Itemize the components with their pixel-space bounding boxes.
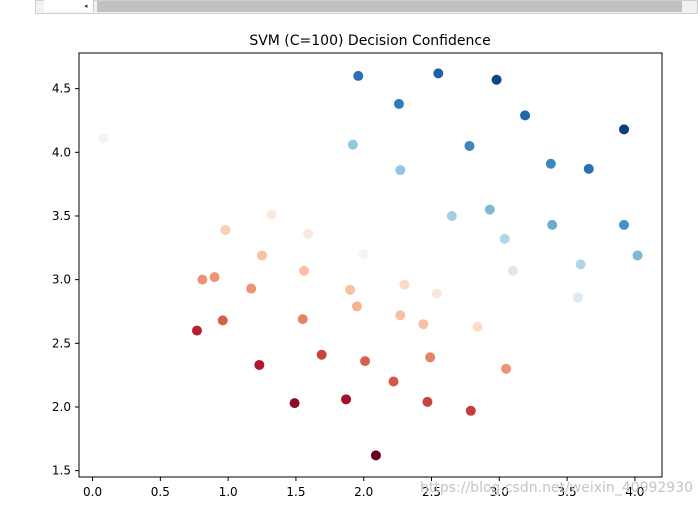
scatter-point <box>191 325 202 336</box>
scatter-point <box>399 279 410 290</box>
scatter-point <box>347 139 358 150</box>
watermark: https://blog.csdn.net/weixin_40992930 <box>420 480 694 496</box>
scatter-point <box>472 321 483 332</box>
scatter-point <box>465 405 476 416</box>
scatter-point <box>341 394 352 405</box>
scatter-point <box>491 74 502 85</box>
scatter-point <box>575 259 586 270</box>
x-tick-label: 1.0 <box>219 485 238 499</box>
x-tick-label: 2.0 <box>354 485 373 499</box>
scatter-point <box>619 219 630 230</box>
scatter-point <box>388 376 399 387</box>
scatter-point <box>464 140 475 151</box>
scatter-point <box>98 133 109 144</box>
scatter-point <box>345 284 356 295</box>
y-tick-label: 4.0 <box>52 145 71 159</box>
scatter-point <box>418 319 429 330</box>
y-tick-label: 2.5 <box>52 336 71 350</box>
scatter-point <box>316 349 327 360</box>
scatter-point <box>197 274 208 285</box>
scatter-point <box>353 70 364 81</box>
scatter-point <box>393 98 404 109</box>
scatter-point <box>289 398 300 409</box>
scatter-point <box>370 450 381 461</box>
scatter-point <box>360 356 371 367</box>
scroll-left-arrow-icon[interactable]: ◂ <box>84 2 88 10</box>
axis-ticks: 0.0 0.5 1.0 1.5 2.0 2.5 3.0 3.5 4.0 1.5 2.0 2.5 3.0 3… <box>52 82 645 499</box>
scatter-point <box>395 165 406 176</box>
scatter-point <box>619 124 630 135</box>
y-tick-label: 4.5 <box>52 82 71 96</box>
x-tick-label: 4.0 <box>625 485 644 499</box>
scatter-point <box>507 265 518 276</box>
data-points <box>98 68 643 461</box>
scatter-point <box>547 219 558 230</box>
scatter-point <box>499 233 510 244</box>
y-tick-label: 3.5 <box>52 209 71 223</box>
scatter-point <box>257 250 268 261</box>
scatter-point <box>254 359 265 370</box>
scatter-point <box>303 228 314 239</box>
x-tick-label: 3.0 <box>490 485 509 499</box>
scatter-point <box>266 209 277 220</box>
scatter-point <box>446 210 457 221</box>
scatter-point <box>220 224 231 235</box>
scatter-point <box>246 283 257 294</box>
scatter-point <box>422 396 433 407</box>
scroll-left-button[interactable] <box>44 0 94 12</box>
scatter-point <box>395 310 406 321</box>
scatter-point <box>572 292 583 303</box>
scatter-point <box>297 314 308 325</box>
y-tick-label: 3.0 <box>52 273 71 287</box>
x-tick-label: 1.5 <box>286 485 305 499</box>
x-tick-label: 0.5 <box>151 485 170 499</box>
scatter-point <box>484 204 495 215</box>
x-tick-label: 0.0 <box>83 485 102 499</box>
scatter-point <box>299 265 310 276</box>
scatter-point <box>545 158 556 169</box>
y-tick-label: 2.0 <box>52 400 71 414</box>
chart-title: SVM (C=100) Decision Confidence <box>249 33 490 49</box>
scatter-point <box>209 272 220 283</box>
scatter-point <box>632 250 643 261</box>
scatter-point <box>358 249 369 260</box>
scrollbar-thumb[interactable] <box>97 1 682 12</box>
scatter-point <box>433 68 444 79</box>
axes-frame <box>78 52 663 478</box>
scatter-point <box>431 288 442 299</box>
x-tick-label: 3.5 <box>558 485 577 499</box>
scatter-point <box>425 352 436 363</box>
x-tick-label: 2.5 <box>422 485 441 499</box>
scatter-point <box>520 110 531 121</box>
y-tick-label: 1.5 <box>52 464 71 478</box>
scatter-point <box>351 301 362 312</box>
scatter-point <box>583 163 594 174</box>
scatter-point <box>501 363 512 374</box>
scatter-point <box>217 315 228 326</box>
